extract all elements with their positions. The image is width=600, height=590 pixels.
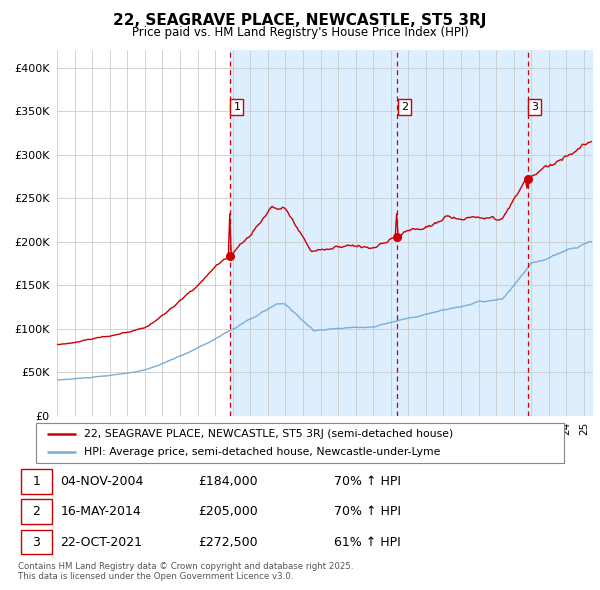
Bar — [21, 469, 52, 494]
Text: Price paid vs. HM Land Registry's House Price Index (HPI): Price paid vs. HM Land Registry's House … — [131, 26, 469, 39]
Text: 22, SEAGRAVE PLACE, NEWCASTLE, ST5 3RJ: 22, SEAGRAVE PLACE, NEWCASTLE, ST5 3RJ — [113, 13, 487, 28]
Text: 61% ↑ HPI: 61% ↑ HPI — [334, 536, 401, 549]
Text: 1: 1 — [233, 101, 241, 112]
Bar — [21, 530, 52, 555]
Text: 16-MAY-2014: 16-MAY-2014 — [60, 505, 141, 519]
Text: 04-NOV-2004: 04-NOV-2004 — [60, 475, 143, 488]
Text: HPI: Average price, semi-detached house, Newcastle-under-Lyme: HPI: Average price, semi-detached house,… — [83, 447, 440, 457]
Text: £184,000: £184,000 — [199, 475, 258, 488]
Text: £205,000: £205,000 — [199, 505, 258, 519]
Bar — [230, 50, 593, 416]
Text: 2: 2 — [32, 505, 40, 519]
Text: Contains HM Land Registry data © Crown copyright and database right 2025.
This d: Contains HM Land Registry data © Crown c… — [18, 562, 353, 581]
Bar — [21, 500, 52, 524]
Text: 70% ↑ HPI: 70% ↑ HPI — [334, 475, 401, 488]
Text: 22-OCT-2021: 22-OCT-2021 — [60, 536, 142, 549]
Text: 1: 1 — [32, 475, 40, 488]
Text: 22, SEAGRAVE PLACE, NEWCASTLE, ST5 3RJ (semi-detached house): 22, SEAGRAVE PLACE, NEWCASTLE, ST5 3RJ (… — [83, 430, 453, 440]
Text: £272,500: £272,500 — [199, 536, 258, 549]
Text: 3: 3 — [532, 101, 538, 112]
Text: 3: 3 — [32, 536, 40, 549]
Text: 70% ↑ HPI: 70% ↑ HPI — [334, 505, 401, 519]
Text: 2: 2 — [401, 101, 408, 112]
